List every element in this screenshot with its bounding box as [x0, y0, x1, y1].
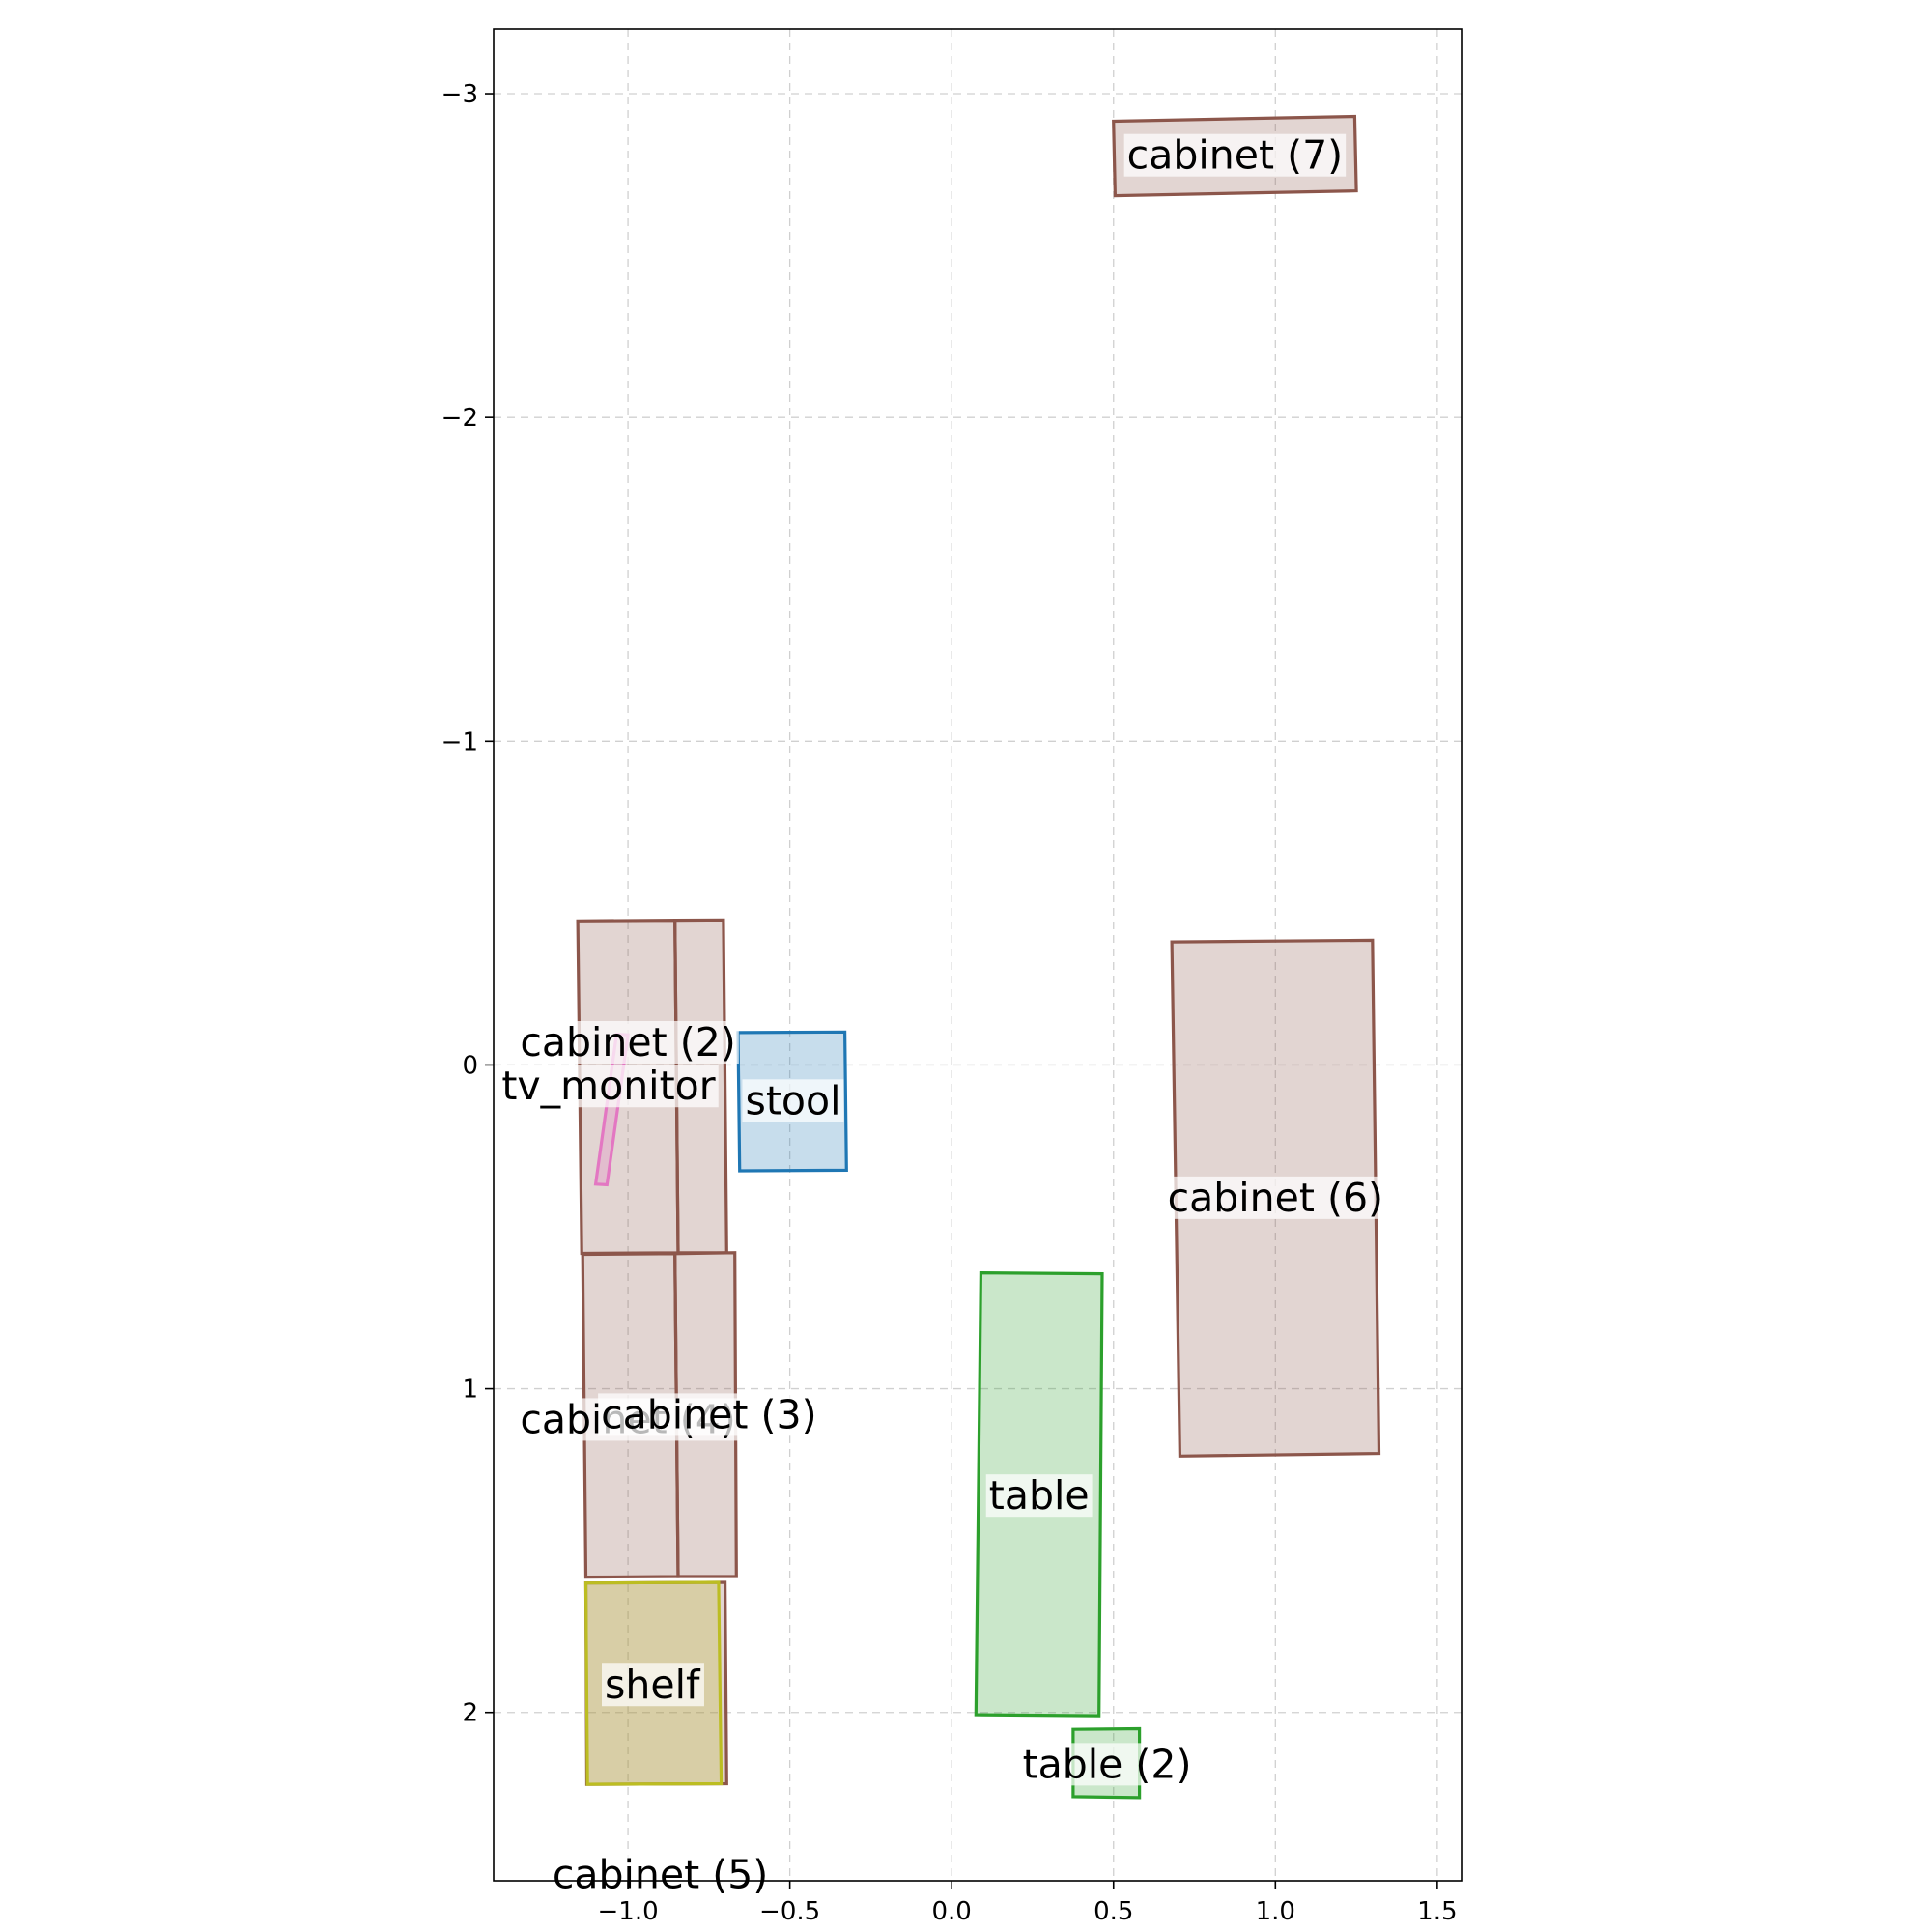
label-group-stool: stool — [742, 1077, 844, 1123]
label-background — [1164, 1176, 1387, 1219]
label-group-table-2: table (2) — [1019, 1741, 1195, 1787]
label-background — [1019, 1743, 1195, 1786]
axes-frame — [493, 28, 1463, 1882]
label-background — [985, 1474, 1093, 1518]
y-tick-label: −3 — [441, 80, 478, 109]
x-tick-label: 1.0 — [1256, 1897, 1295, 1926]
label-cabinet-2: cabinet (2) — [520, 1019, 735, 1065]
label-group-shelf: shelf — [602, 1662, 704, 1708]
label-group-cabinet-6: cabinet (6) — [1164, 1175, 1387, 1221]
label-group-cabinet-2: cabinet (2) — [517, 1019, 739, 1065]
label-cabinet-5: cabinet (5) — [553, 1851, 768, 1897]
object-labels: cabinet (2)cabinet (4)cabinet (3)cabinet… — [498, 132, 1387, 1897]
label-stool: stool — [745, 1077, 840, 1123]
label-background — [517, 1020, 739, 1064]
label-background — [498, 1065, 719, 1108]
y-tick-label: 0 — [462, 1051, 478, 1080]
x-tick-label: 1.5 — [1417, 1897, 1457, 1926]
label-background — [602, 1663, 704, 1707]
label-group-cabinet-7: cabinet (7) — [1123, 132, 1347, 179]
x-tick-label: 0.5 — [1094, 1897, 1133, 1926]
label-group-cabinet-3: cabinet (3) — [598, 1391, 820, 1437]
object-footprints — [576, 114, 1381, 1800]
label-background — [549, 1853, 772, 1896]
y-tick-label: 2 — [462, 1699, 478, 1728]
label-cabinet-3: cabinet (3) — [601, 1391, 816, 1437]
y-tick-label: 1 — [462, 1376, 478, 1405]
y-tick-label: −2 — [441, 404, 478, 433]
x-tick-label: −0.5 — [759, 1897, 820, 1926]
x-tick-label: −1.0 — [598, 1897, 659, 1926]
label-tv-monitor: tv_monitor — [501, 1063, 715, 1109]
label-cabinet-6: cabinet (6) — [1168, 1175, 1383, 1221]
grid-lines — [494, 29, 1462, 1881]
label-group-cabinet-5: cabinet (5) — [549, 1851, 772, 1897]
label-group-tv-monitor: tv_monitor — [498, 1063, 719, 1109]
y-tick-label: −1 — [441, 727, 478, 756]
label-table: table — [989, 1472, 1090, 1519]
label-background — [742, 1079, 844, 1122]
label-shelf: shelf — [605, 1662, 701, 1708]
label-background — [598, 1393, 820, 1436]
label-background — [1123, 133, 1347, 177]
label-group-table: table — [985, 1472, 1093, 1519]
label-cabinet-7: cabinet (7) — [1127, 132, 1343, 179]
x-tick-label: 0.0 — [932, 1897, 972, 1926]
axis-ticks: −1.0 −0.5 0.0 0.5 1.0 1.5 −3 −2 −1 0 1 2 — [441, 80, 1458, 1926]
label-table-2: table (2) — [1023, 1741, 1192, 1787]
